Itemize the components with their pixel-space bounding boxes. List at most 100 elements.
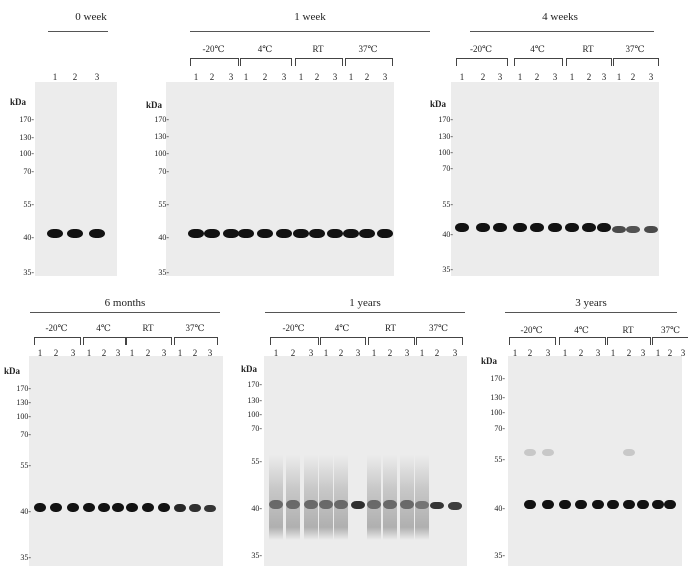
protein-band (204, 228, 220, 238)
faint-band (623, 449, 635, 456)
lane-number: 2 (586, 72, 592, 82)
condition-bracket (559, 337, 606, 345)
mw-marker: 130- (154, 132, 169, 141)
mw-marker: 70- (20, 430, 31, 439)
degradation-smear (269, 455, 283, 540)
lane-number: 2 (578, 348, 584, 358)
lane-number: 3 (545, 348, 551, 358)
title-underline (30, 312, 220, 313)
lane-number: 3 (452, 348, 458, 358)
condition-bracket (83, 337, 126, 345)
protein-band (513, 222, 527, 232)
protein-band (141, 502, 155, 512)
lane-number: 3 (332, 72, 338, 82)
protein-band (223, 228, 239, 238)
kda-label: kDa (4, 366, 21, 376)
lane-number: 1 (323, 348, 329, 358)
mw-marker: 70- (23, 167, 34, 176)
lane-number: 2 (338, 348, 344, 358)
faint-band (542, 449, 554, 456)
kda-label: kDa (481, 356, 498, 366)
kda-label: kDa (10, 97, 27, 107)
protein-band (592, 499, 604, 509)
lane-number: 3 (552, 72, 558, 82)
protein-band (530, 222, 544, 232)
mw-marker: 40- (158, 233, 169, 242)
title-underline (48, 31, 108, 32)
lane-number: 1 (243, 72, 249, 82)
lane-number: 1 (348, 72, 354, 82)
lane-number: 3 (115, 348, 121, 358)
lane-number: 3 (70, 348, 76, 358)
mw-marker: 35- (494, 551, 505, 560)
condition-bracket (566, 58, 612, 66)
blot-membrane (508, 356, 682, 566)
condition-bracket (607, 337, 651, 345)
condition-bracket (320, 337, 366, 345)
degradation-smear (415, 455, 429, 540)
lane-number: 3 (404, 348, 410, 358)
protein-band (626, 226, 640, 234)
lane-number: 2 (145, 348, 151, 358)
degradation-smear (286, 455, 300, 540)
protein-band (575, 499, 587, 509)
title-underline (190, 31, 430, 32)
condition-label: -20℃ (469, 44, 493, 54)
protein-band (125, 502, 139, 512)
lane-number: 3 (355, 348, 361, 358)
lane-number: 1 (298, 72, 304, 82)
protein-band (455, 222, 469, 232)
lane-number: 1 (517, 72, 523, 82)
condition-label: 37℃ (358, 44, 378, 54)
condition-bracket (190, 58, 239, 66)
mw-marker: 55- (494, 455, 505, 464)
condition-bracket (174, 337, 218, 345)
mw-marker: 100- (154, 149, 169, 158)
condition-label: -20℃ (520, 325, 543, 335)
lane-number: 1 (419, 348, 425, 358)
panel-title: 6 months (104, 297, 146, 309)
protein-band (565, 222, 579, 232)
protein-band (542, 499, 554, 509)
condition-label: -20℃ (202, 44, 225, 54)
condition-label: 37℃ (660, 325, 681, 335)
condition-label: 4℃ (574, 325, 589, 335)
condition-label: RT (385, 323, 396, 333)
mw-marker: 130- (247, 396, 262, 405)
protein-band (276, 228, 292, 238)
condition-label: RT (582, 44, 594, 54)
mw-marker: 130- (438, 132, 453, 141)
panel-title: 0 week (75, 11, 107, 23)
panel-title: 1 years (349, 297, 381, 309)
mw-marker: 40- (23, 233, 34, 242)
blot-membrane (166, 82, 394, 276)
mw-marker: 40- (494, 504, 505, 513)
mw-marker: 55- (251, 457, 262, 466)
mw-marker: 170- (19, 115, 34, 124)
protein-band (448, 502, 462, 510)
condition-bracket (456, 58, 508, 66)
mw-marker: 70- (442, 164, 453, 173)
condition-label: 37℃ (428, 323, 449, 333)
lane-number: 3 (281, 72, 287, 82)
lane-number: 1 (562, 348, 568, 358)
mw-marker: 70- (158, 167, 169, 176)
lane-number: 3 (382, 72, 388, 82)
protein-band (89, 228, 105, 238)
protein-band (47, 228, 63, 238)
condition-label: -20℃ (282, 323, 305, 333)
lane-number: 1 (52, 72, 58, 82)
lane-number: 2 (53, 348, 59, 358)
lane-number: 1 (512, 348, 518, 358)
degradation-smear (304, 455, 318, 540)
lane-number: 2 (262, 72, 268, 82)
lane-number: 3 (601, 72, 607, 82)
lane-number: 2 (534, 72, 540, 82)
condition-label: 4℃ (334, 323, 350, 333)
blot-membrane (29, 356, 223, 566)
kda-label: kDa (241, 364, 258, 374)
lane-number: 2 (387, 348, 393, 358)
lane-number: 2 (101, 348, 107, 358)
mw-marker: 170- (438, 115, 453, 124)
